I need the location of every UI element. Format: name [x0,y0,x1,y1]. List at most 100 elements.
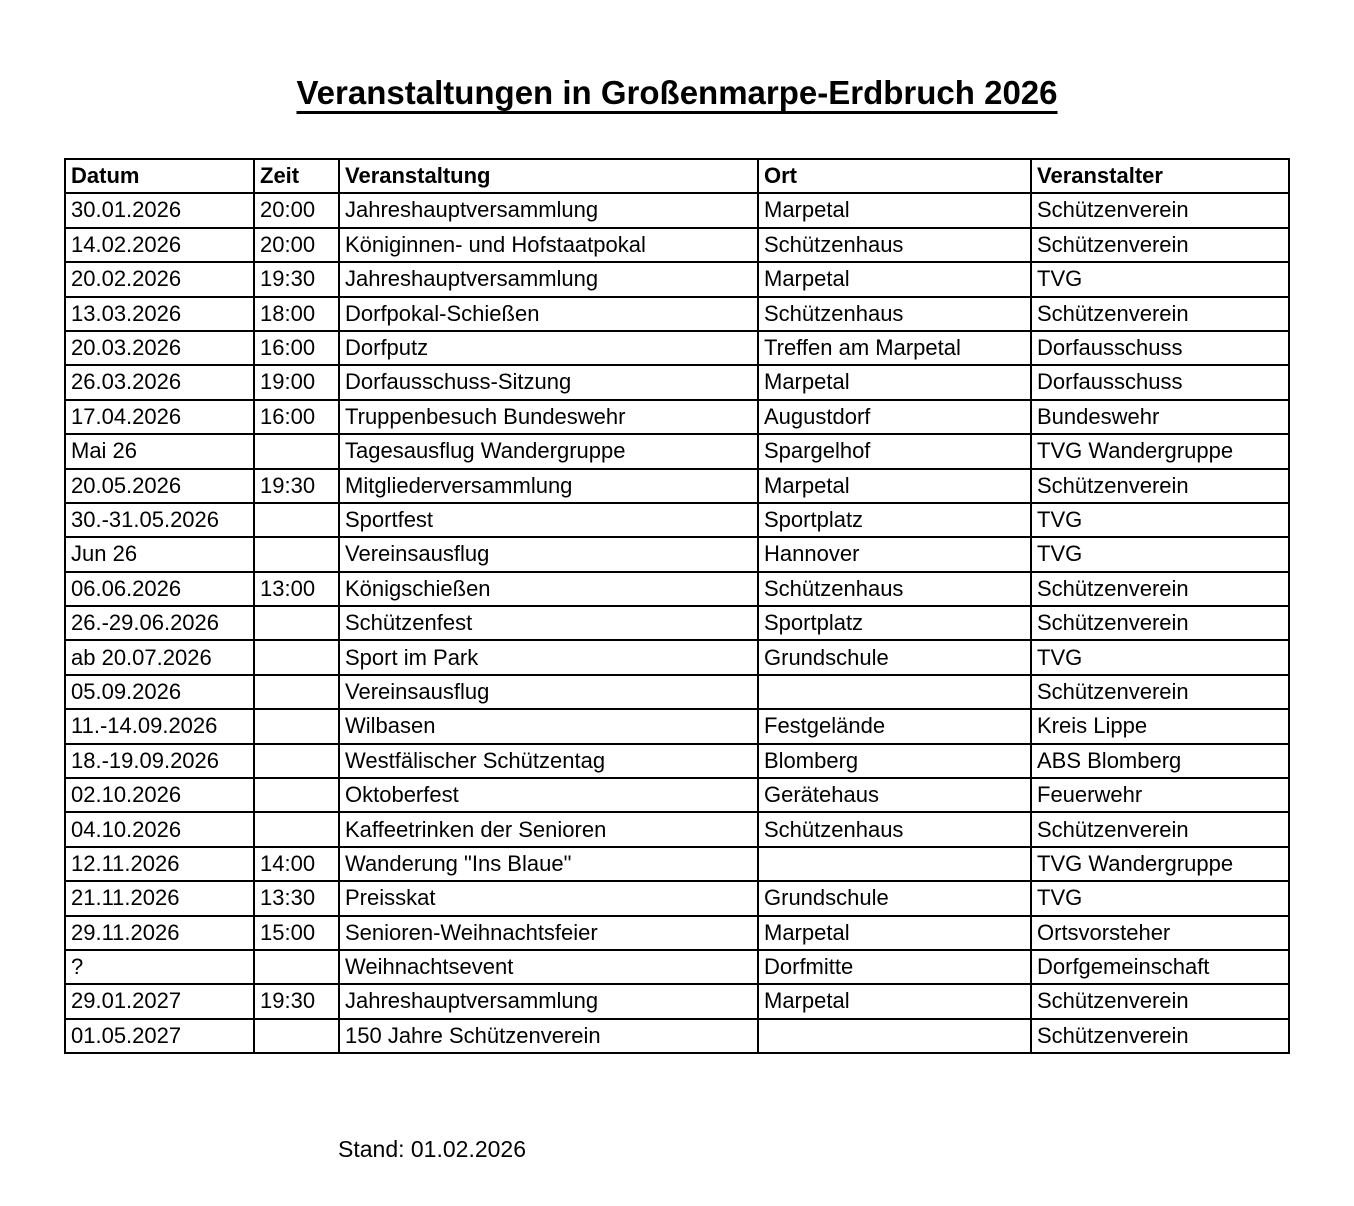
table-cell: Dorfgemeinschaft [1030,948,1290,986]
table-cell: 26.-29.06.2026 [64,605,255,642]
table-cell: Sportfest [338,501,759,539]
table-cell: TVG Wandergruppe [1030,433,1290,470]
table-row: 12.11.2026 14:00 Wanderung "Ins Blaue" TVG … [64,845,1290,883]
table-cell: Sportplatz [757,605,1032,642]
table-row: ab 20.07.2026 Sport im Park Grundschule TVG [64,639,1290,676]
table-row: 02.10.2026 Oktoberfest Gerätehaus Feuerwehr [64,777,1290,814]
table-cell: 11.-14.09.2026 [64,708,255,745]
table-row: ? Weihnachtsevent Dorfmitte Dorfgemeinschaf… [64,948,1290,986]
table-cell: Schützenhaus [757,811,1032,848]
table-cell: Preisskat [338,880,759,917]
table-cell: 20:00 [253,226,340,264]
table-cell: 18:00 [253,295,340,332]
table-cell: Marpetal [757,983,1032,1020]
table-cell: 16:00 [253,398,340,436]
status-date: Stand: 01.02.2026 [338,1136,526,1162]
column-header: Ort [757,157,1032,195]
table-cell: Dorfputz [338,329,759,367]
table-cell: 20.02.2026 [64,261,255,298]
table-cell: Jun 26 [64,536,255,573]
table-cell: Marpetal [757,914,1032,951]
table-cell: 05.09.2026 [64,673,255,711]
table-cell: Westfälischer Schützentag [338,742,759,780]
table-cell: Dorfausschuss-Sitzung [338,364,759,401]
table-cell: Schützenverein [1030,226,1290,264]
table-cell [757,845,1032,883]
table-cell: Königschießen [338,570,759,608]
table-cell: Blomberg [757,742,1032,780]
column-header: Datum [64,157,255,195]
table-cell: 04.10.2026 [64,811,255,848]
table-cell [253,948,340,986]
table-cell: 19:30 [253,261,340,298]
table-cell: Grundschule [757,639,1032,676]
table-cell: 16:00 [253,329,340,367]
table-cell: Dorfmitte [757,948,1032,986]
table-cell: Hannover [757,536,1032,573]
table-cell: TVG [1030,536,1290,573]
table-cell: Senioren-Weihnachtsfeier [338,914,759,951]
table-cell [253,605,340,642]
table-cell: Mitgliederversammlung [338,467,759,504]
table-cell: Ortsvorsteher [1030,914,1290,951]
table-cell: Wanderung "Ins Blaue" [338,845,759,883]
table-cell: Jahreshauptversammlung [338,192,759,229]
table-cell [253,433,340,470]
table-cell: Schützenverein [1030,467,1290,504]
table-cell: 20.05.2026 [64,467,255,504]
table-cell [253,742,340,780]
table-cell: Dorfausschuss [1030,364,1290,401]
table-cell [253,673,340,711]
table-cell: Feuerwehr [1030,777,1290,814]
table-cell: ? [64,948,255,986]
table-row: 13.03.2026 18:00 Dorfpokal-Schießen Schütze… [64,295,1290,332]
table-cell: Mai 26 [64,433,255,470]
table-row: 30.01.2026 20:00 Jahreshauptversammlung Mar… [64,192,1290,229]
table-cell: Schützenverein [1030,1017,1290,1055]
table-cell: 18.-19.09.2026 [64,742,255,780]
table-cell [757,1017,1032,1055]
table-cell: Schützenfest [338,605,759,642]
table-cell: ABS Blomberg [1030,742,1290,780]
header-row: Datum Zeit Veranstaltung Ort Veranstalter [64,157,1290,195]
table-cell: 26.03.2026 [64,364,255,401]
table-cell: 20:00 [253,192,340,229]
table-cell: 13.03.2026 [64,295,255,332]
column-header: Zeit [253,157,340,195]
table-body: 30.01.2026 20:00 Jahreshauptversammlung Mar… [64,192,1290,1055]
table-cell [253,501,340,539]
table-row: 05.09.2026 Vereinsausflug Schützenverein [64,673,1290,711]
table-cell: Weihnachtsevent [338,948,759,986]
table-cell: Gerätehaus [757,777,1032,814]
table-row: 21.11.2026 13:30 Preisskat Grundschule TVG [64,880,1290,917]
table-row: Jun 26 Vereinsausflug Hannover TVG [64,536,1290,573]
table-cell: 14:00 [253,845,340,883]
table-row: 26.-29.06.2026 Schützenfest Sportplatz Schü… [64,605,1290,642]
table-cell: Schützenhaus [757,570,1032,608]
table-cell: Schützenverein [1030,570,1290,608]
table-row: 04.10.2026 Kaffeetrinken der Senioren Schü… [64,811,1290,848]
table-cell: 30.-31.05.2026 [64,501,255,539]
table-cell: 19:30 [253,467,340,504]
table-cell: Königinnen- und Hofstaatpokal [338,226,759,264]
table-cell [253,708,340,745]
table-cell: Jahreshauptversammlung [338,261,759,298]
table-row: 14.02.2026 20:00 Königinnen- und Hofstaatp… [64,226,1290,264]
table-cell: Schützenverein [1030,673,1290,711]
table-row: 29.01.2027 19:30 Jahreshauptversammlung Mar… [64,983,1290,1020]
table-cell: 30.01.2026 [64,192,255,229]
table-cell: Marpetal [757,364,1032,401]
page-title: Veranstaltungen in Großenmarpe-Erdbruch … [296,74,1058,111]
table-cell: Schützenverein [1030,295,1290,332]
table-cell: Kaffeetrinken der Senioren [338,811,759,848]
table-cell: 29.01.2027 [64,983,255,1020]
column-header: Veranstaltung [338,157,759,195]
table-cell: TVG [1030,501,1290,539]
table-cell: Wilbasen [338,708,759,745]
table-cell: 21.11.2026 [64,880,255,917]
table-row: 30.-31.05.2026 Sportfest Sportplatz TVG [64,501,1290,539]
table-cell [253,811,340,848]
table-cell: 20.03.2026 [64,329,255,367]
table-cell: 150 Jahre Schützenverein [338,1017,759,1055]
